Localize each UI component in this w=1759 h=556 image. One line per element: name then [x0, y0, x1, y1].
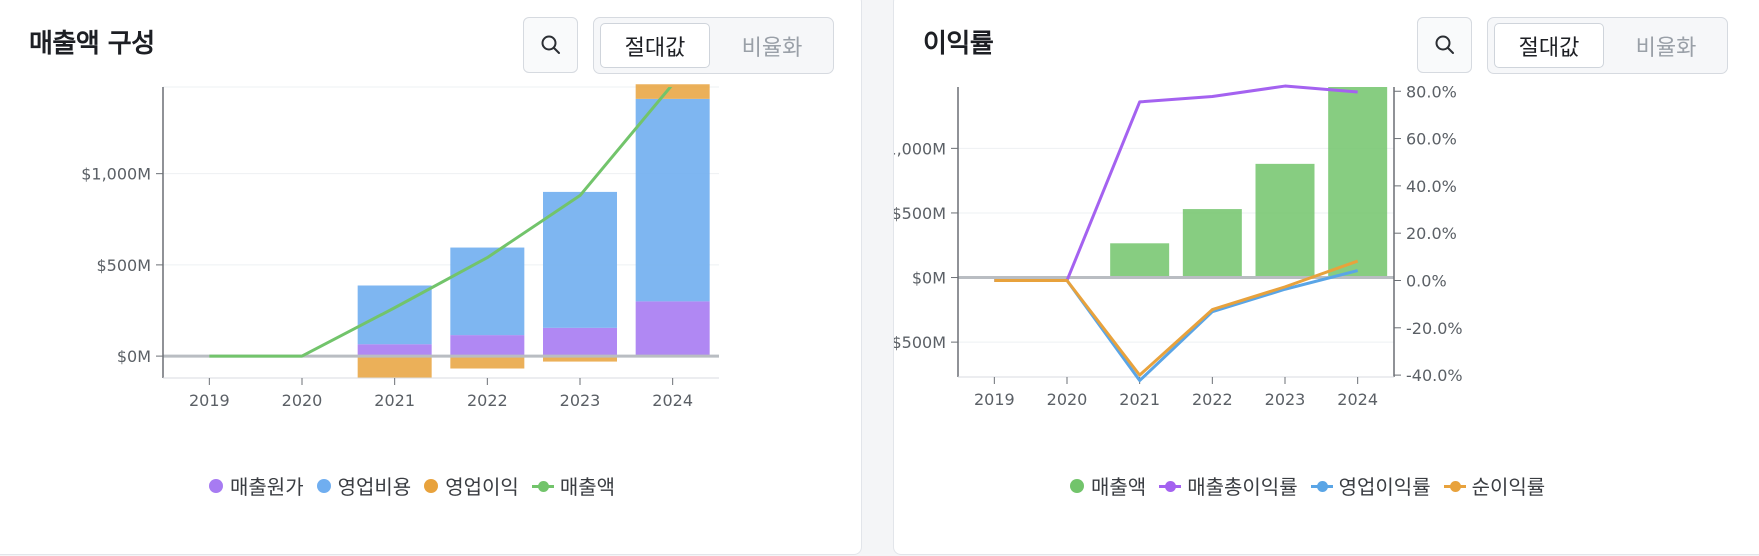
x-tick-label: 2022 — [1192, 390, 1233, 409]
y-tick-label-right: 20.0% — [1406, 224, 1457, 243]
legend-dot-icon — [424, 478, 439, 493]
ratio-toggle-button[interactable]: 비율화 — [741, 35, 803, 61]
profit-margin-chart: -$500M $0M $500M $1,000M -40.0% -20.0% 0.0% 20.… — [894, 82, 1463, 409]
legend-dot-icon — [1070, 478, 1084, 493]
legend-line-icon — [1310, 479, 1333, 493]
legend-label: 매출원가 — [230, 475, 304, 499]
y-tick-label: $1,000M — [894, 139, 946, 158]
revenue-composition-chart: $0M $500M $1,000M 2019 2020 2021 2022 2023 2024 — [81, 84, 719, 410]
legend-label: 영업비용 — [337, 475, 412, 499]
line-operating-margin — [994, 269, 1359, 383]
value-mode-toggle: 절대값 비율화 — [1487, 17, 1728, 74]
x-tick-label: 2021 — [374, 391, 415, 410]
line-net-margin — [994, 259, 1359, 377]
bar-cost-of-sales — [450, 335, 525, 357]
y-tick-label: $1,000M — [81, 165, 151, 184]
bar-revenue — [1328, 87, 1388, 278]
bar-operating-expense — [635, 98, 710, 302]
legend-label: 매출총이익률 — [1187, 475, 1298, 499]
legend-label: 영업이익 — [445, 475, 519, 499]
bar-cost-of-sales — [357, 344, 432, 357]
bar-revenue — [1182, 209, 1242, 278]
search-icon — [1435, 35, 1454, 54]
legend-item[interactable]: 매출액 — [1070, 471, 1146, 500]
x-tick-label: 2024 — [652, 391, 693, 410]
y-tick-label: $500M — [894, 204, 946, 223]
legend-item[interactable]: 매출총이익률 — [1159, 471, 1298, 500]
bar-cost-of-sales — [635, 301, 710, 357]
y-tick-label: -$500M — [894, 333, 946, 352]
y-tick-label: $500M — [96, 256, 151, 275]
x-tick-label: 2023 — [560, 391, 601, 410]
bar-operating-income — [543, 356, 617, 362]
legend-item[interactable]: 순이익률 — [1443, 471, 1546, 500]
y-tick-label: $0M — [912, 269, 946, 288]
legend-item[interactable]: 매출액 — [531, 471, 616, 500]
y-tick-label-right: -20.0% — [1406, 319, 1463, 338]
search-icon — [541, 35, 560, 54]
legend-line-icon — [1443, 479, 1466, 493]
x-tick-label: 2024 — [1337, 390, 1378, 409]
legend-label: 매출액 — [559, 475, 616, 499]
legend-dot-icon — [209, 478, 223, 493]
bar-revenue — [1255, 163, 1315, 278]
x-tick-label: 2019 — [189, 391, 230, 410]
legend-line-icon — [531, 479, 554, 493]
y-tick-label-right: 60.0% — [1406, 130, 1457, 149]
card-title: 이익률 — [923, 29, 994, 59]
legend-label: 순이익률 — [1471, 475, 1546, 499]
legend-item[interactable]: 영업이익률 — [1310, 471, 1431, 500]
value-mode-toggle: 절대값 비율화 — [593, 17, 834, 74]
card-title: 매출액 구성 — [29, 29, 155, 59]
x-tick-label: 2022 — [467, 391, 508, 410]
chart-legend: 매출액 매출총이익률 영업이익률 순이익률 — [1070, 471, 1558, 500]
bar-revenue — [1110, 243, 1170, 278]
legend-line-icon — [1159, 479, 1182, 493]
ratio-toggle-button[interactable]: 비율화 — [1635, 35, 1697, 61]
legend-item[interactable]: 영업비용 — [316, 471, 412, 500]
chart-legend: 매출원가 영업비용 영업이익 매출액 — [209, 471, 628, 500]
line-revenue — [209, 87, 673, 358]
bar-cost-of-sales — [543, 327, 617, 357]
absolute-toggle-button[interactable]: 절대값 — [600, 23, 710, 68]
y-tick-label: $0M — [117, 347, 151, 366]
profit-margin-card: 이익률 절대값 비율화 -$500M$0M$500M$1,000M-40.0%-… — [893, 0, 1759, 555]
y-tick-label-right: -40.0% — [1406, 366, 1463, 385]
legend-item[interactable]: 영업이익 — [424, 471, 519, 500]
x-tick-label: 2019 — [974, 390, 1015, 409]
bar-operating-expense — [543, 191, 617, 328]
revenue-composition-card: 매출액 구성 절대값 비율화 $0M $500M $1,000M 2019 2020 20… — [0, 0, 862, 555]
bar-operating-income — [357, 356, 432, 378]
bar-operating-expense — [450, 247, 525, 336]
x-tick-label: 2020 — [282, 391, 323, 410]
x-tick-label: 2023 — [1265, 390, 1306, 409]
x-tick-label: 2020 — [1047, 390, 1088, 409]
y-tick-label-right: 40.0% — [1406, 177, 1457, 196]
bar-operating-income — [635, 84, 710, 99]
legend-dot-icon — [316, 478, 331, 493]
x-tick-label: 2021 — [1119, 390, 1160, 409]
legend-item[interactable]: 매출원가 — [209, 471, 304, 500]
search-button[interactable] — [523, 17, 578, 73]
legend-label: 영업이익률 — [1338, 475, 1431, 499]
bar-operating-income — [450, 356, 525, 369]
search-button[interactable] — [1417, 17, 1472, 73]
absolute-toggle-button[interactable]: 절대값 — [1494, 23, 1604, 68]
y-tick-label-right: 80.0% — [1406, 82, 1457, 101]
legend-label: 매출액 — [1091, 475, 1147, 499]
y-tick-label-right: 0.0% — [1406, 271, 1447, 290]
